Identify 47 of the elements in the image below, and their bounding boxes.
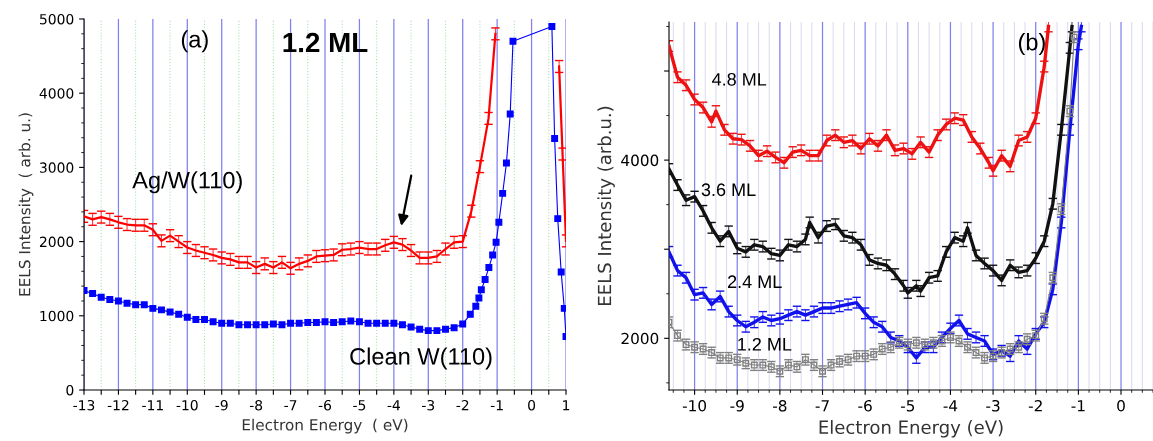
- annotation: 3.6 ML: [701, 183, 756, 197]
- x-tick-label: -7: [284, 400, 297, 411]
- y-tick-label: 3000: [39, 162, 74, 173]
- x-tick-label: -9: [730, 399, 744, 412]
- annotation: 2.4 ML: [727, 275, 782, 288]
- x-tick-label: -5: [353, 400, 366, 411]
- x-tick-label: -4: [943, 400, 958, 412]
- x-axis-title: Electron Energy ( eV): [242, 418, 408, 434]
- x-tick-label: -2: [456, 399, 469, 411]
- x-tick-label: -8: [773, 399, 787, 412]
- chart-title: 1.2 ML: [283, 32, 368, 53]
- x-tick-label: -10: [682, 399, 707, 412]
- x-tick-label: -7: [815, 400, 829, 412]
- x-tick-label: -12: [107, 399, 129, 411]
- y-tick-label: 0: [66, 384, 74, 396]
- x-tick-label: -2: [1028, 399, 1042, 412]
- y-tick-label: 5000: [40, 13, 74, 25]
- x-tick-label: 0: [528, 399, 536, 411]
- annotation: 4.8 ML: [712, 72, 767, 86]
- x-tick-label: -13: [73, 399, 95, 411]
- x-tick-label: -6: [318, 399, 332, 411]
- x-tick-label: -1: [1071, 400, 1085, 412]
- annotation: Clean W(110): [350, 347, 492, 370]
- x-tick-label: 0: [1117, 399, 1125, 412]
- y-tick-label: 2000: [39, 236, 74, 248]
- y-tick-label: 4000: [39, 88, 74, 99]
- x-tick-label: -5: [900, 400, 915, 412]
- x-tick-label: -1: [490, 400, 503, 411]
- y-tick-label: 4000: [621, 154, 659, 167]
- x-tick-label: -8: [249, 399, 263, 411]
- x-tick-label: -9: [215, 399, 228, 411]
- x-tick-label: -3: [986, 399, 1000, 412]
- x-tick-label: -10: [176, 399, 198, 411]
- x-tick-label: -3: [422, 399, 435, 411]
- y-tick-label: 2000: [621, 332, 659, 345]
- annotation: 1.2 ML: [738, 337, 792, 351]
- y-axis-title: EELS Intensity (arb.u.): [597, 106, 615, 305]
- x-tick-label: -4: [387, 400, 400, 411]
- x-axis-title: Electron Energy (eV): [819, 420, 1003, 438]
- y-axis-title: EELS Intensity ( arb. u.): [18, 113, 34, 296]
- y-tick-label: 1000: [40, 310, 74, 322]
- annotation: Ag/W(110): [132, 171, 242, 194]
- x-tick-label: -11: [142, 400, 163, 411]
- x-tick-label: 1: [563, 400, 570, 411]
- x-tick-label: -6: [858, 399, 872, 412]
- annotation: (b): [1018, 33, 1045, 56]
- annotation: (a): [181, 30, 208, 53]
